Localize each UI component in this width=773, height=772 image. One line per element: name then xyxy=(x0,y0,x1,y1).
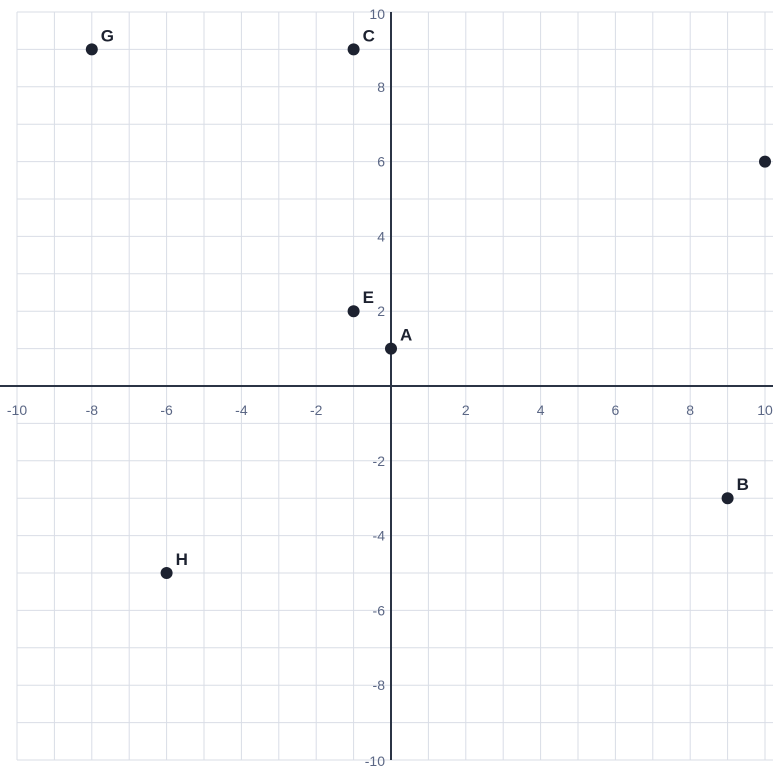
y-tick-label: -8 xyxy=(373,677,386,693)
x-tick-label: 6 xyxy=(612,402,620,418)
y-tick-label: -6 xyxy=(373,602,386,618)
data-point: H xyxy=(160,550,188,579)
x-tick-label: -8 xyxy=(86,402,99,418)
y-tick-label: 4 xyxy=(377,228,385,244)
point-marker xyxy=(347,305,360,318)
point-marker xyxy=(385,342,397,355)
point-marker xyxy=(160,567,173,579)
point-marker xyxy=(85,43,98,56)
tick-labels: -10 -8 -6 -4 -2 2 4 6 8 10 10 8 6 4 2 -2 -4 -6 -8 -10 xyxy=(7,6,773,769)
x-tick-label: 2 xyxy=(462,402,470,418)
axes xyxy=(0,12,773,760)
y-tick-label: 2 xyxy=(377,303,385,319)
point-marker xyxy=(759,155,771,168)
data-point: A xyxy=(385,326,412,355)
point-marker xyxy=(347,43,360,56)
x-tick-label: 8 xyxy=(686,402,694,418)
point-label: E xyxy=(363,288,374,307)
data-point: B xyxy=(721,475,749,505)
x-tick-label: 4 xyxy=(537,402,545,418)
data-point: E xyxy=(347,288,374,318)
y-tick-label: -2 xyxy=(373,453,386,469)
data-points: G C E A B H xyxy=(85,26,771,579)
point-label: H xyxy=(176,550,188,569)
data-point xyxy=(759,155,771,168)
x-tick-label: -4 xyxy=(235,402,248,418)
y-tick-label: 10 xyxy=(369,6,385,22)
point-label: B xyxy=(737,475,749,494)
point-label: A xyxy=(400,326,412,345)
point-label: G xyxy=(101,26,114,45)
point-label: C xyxy=(363,26,375,45)
y-tick-label: -10 xyxy=(365,753,385,769)
point-marker xyxy=(721,492,734,505)
x-tick-label: -6 xyxy=(160,402,173,418)
y-tick-label: -4 xyxy=(373,528,386,544)
y-tick-label: 6 xyxy=(377,154,385,170)
y-tick-label: 8 xyxy=(377,79,385,95)
data-point: C xyxy=(347,26,375,56)
data-point: G xyxy=(85,26,114,56)
x-tick-label: 10 xyxy=(757,402,773,418)
x-tick-label: -10 xyxy=(7,402,27,418)
x-tick-label: -2 xyxy=(310,402,323,418)
